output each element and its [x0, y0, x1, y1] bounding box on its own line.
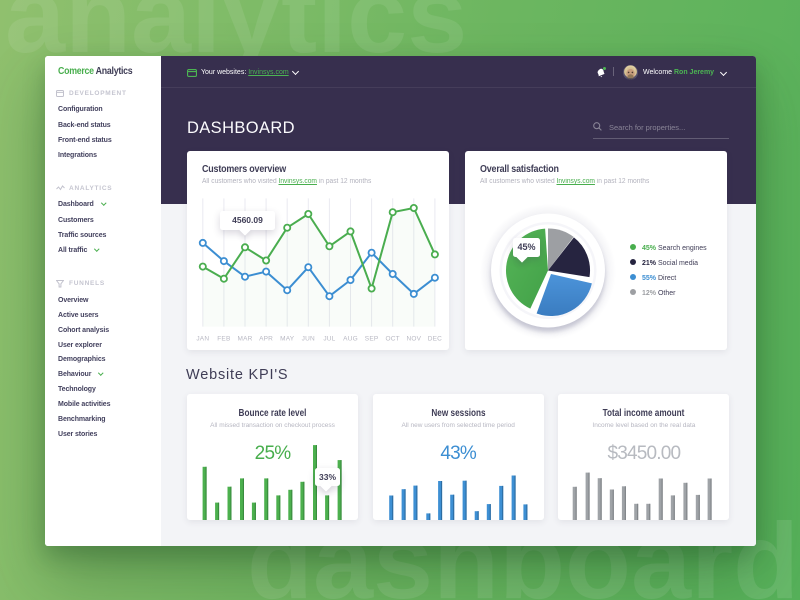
svg-text:SEP: SEP: [365, 336, 379, 343]
svg-text:APR: APR: [259, 336, 273, 343]
svg-text:NOV: NOV: [406, 336, 421, 343]
svg-text:DEC: DEC: [428, 336, 442, 343]
svg-text:JAN: JAN: [196, 336, 209, 343]
svg-text:JUN: JUN: [302, 336, 315, 343]
svg-text:AUG: AUG: [343, 336, 358, 343]
svg-text:MAY: MAY: [280, 336, 295, 343]
svg-text:JUL: JUL: [323, 336, 335, 343]
svg-text:MAR: MAR: [237, 336, 252, 343]
svg-text:FEB: FEB: [217, 336, 230, 343]
svg-text:OCT: OCT: [386, 336, 400, 343]
